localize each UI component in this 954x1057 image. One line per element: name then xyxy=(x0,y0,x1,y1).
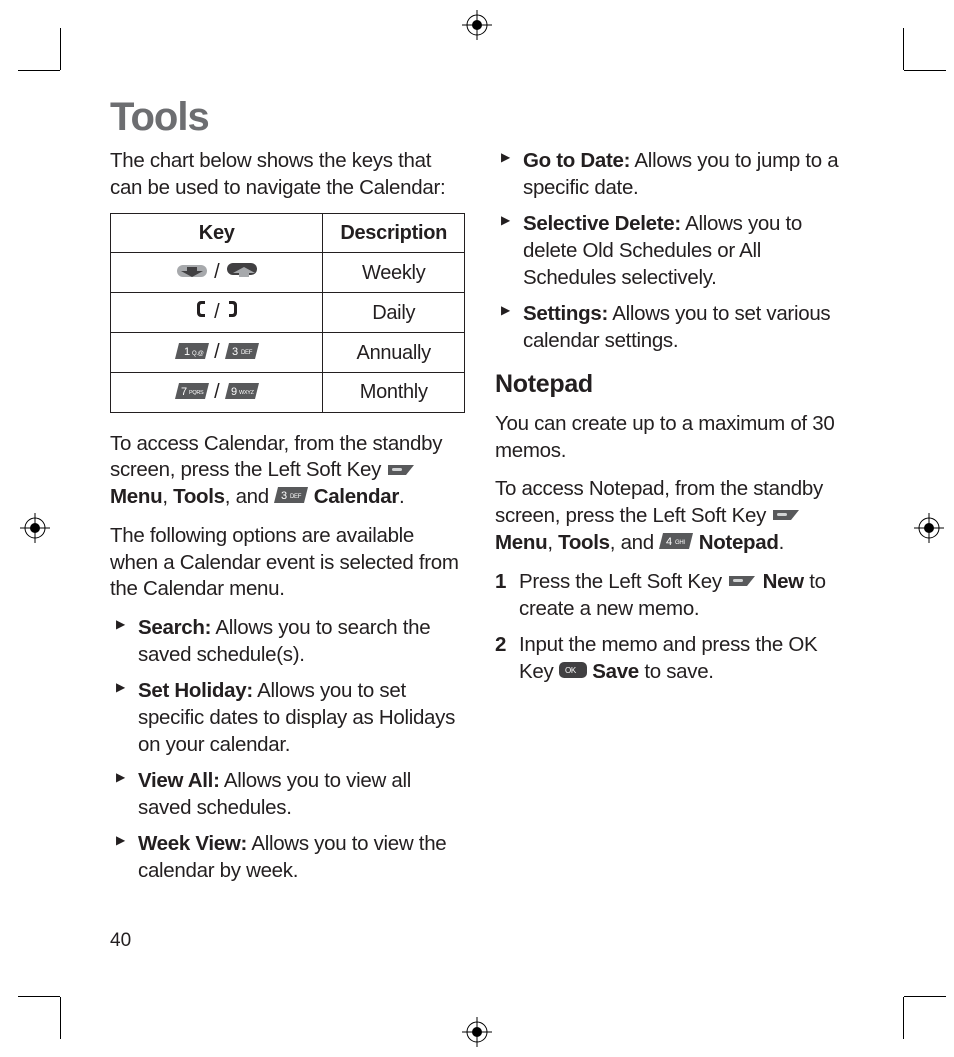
list-item: Search: Allows you to search the saved s… xyxy=(110,615,465,668)
soft-key-icon xyxy=(727,569,757,596)
desc-cell: Annually xyxy=(323,333,465,373)
right-bracket-icon xyxy=(225,299,239,326)
svg-text:Q.@: Q.@ xyxy=(192,351,204,357)
list-item: Week View: Allows you to view the calend… xyxy=(110,831,465,884)
crop-mark xyxy=(903,997,904,1039)
list-item: Selective Delete: Allows you to delete O… xyxy=(495,211,850,291)
key-4-icon: 4GHI xyxy=(659,530,693,557)
key-1-icon: 1Q.@ xyxy=(175,340,209,366)
table-row: 1Q.@ / 3DEF Annually xyxy=(111,333,465,373)
notepad-steps: 1 Press the Left Soft Key New to create … xyxy=(495,569,850,686)
svg-text:DEF: DEF xyxy=(241,350,253,356)
key-3-icon: 3DEF xyxy=(274,484,308,511)
svg-text:PQRS: PQRS xyxy=(189,390,204,396)
svg-text:3: 3 xyxy=(281,490,287,502)
page-content: Tools The chart below shows the keys tha… xyxy=(110,95,850,895)
desc-cell: Daily xyxy=(323,293,465,333)
list-item: 2 Input the memo and press the OK Key OK… xyxy=(495,632,850,686)
svg-text:OK: OK xyxy=(565,666,577,675)
key-cell: 7PQRS / 9WXYZ xyxy=(111,372,323,412)
desc-cell: Monthly xyxy=(323,372,465,412)
svg-text:DEF: DEF xyxy=(290,494,302,500)
table-row: / Weekly xyxy=(111,253,465,293)
svg-text:WXYZ: WXYZ xyxy=(239,390,255,396)
crop-mark xyxy=(904,996,946,997)
crop-mark xyxy=(904,70,946,71)
svg-text:3: 3 xyxy=(232,346,238,358)
table-header-desc: Description xyxy=(323,214,465,253)
registration-mark-right xyxy=(914,513,944,543)
list-item: Settings: Allows you to set various cale… xyxy=(495,301,850,354)
key-cell: / xyxy=(111,253,323,293)
calendar-options-list-cont: Go to Date: Allows you to jump to a spec… xyxy=(495,148,850,354)
registration-mark-top xyxy=(462,10,492,40)
list-item: Set Holiday: Allows you to set specific … xyxy=(110,678,465,758)
desc-cell: Weekly xyxy=(323,253,465,293)
registration-mark-left xyxy=(20,513,50,543)
crop-mark xyxy=(903,28,904,70)
svg-text:GHI: GHI xyxy=(675,540,685,546)
left-bracket-icon xyxy=(195,299,209,326)
send-key-icon xyxy=(175,260,209,286)
svg-text:4: 4 xyxy=(666,536,672,548)
key-table: Key Description / Weekly / xyxy=(110,213,465,412)
soft-key-icon xyxy=(386,458,416,485)
table-header-key: Key xyxy=(111,214,323,253)
crop-mark xyxy=(18,70,60,71)
crop-mark xyxy=(60,28,61,70)
left-column: The chart below shows the keys that can … xyxy=(110,148,465,895)
calendar-options-list: Search: Allows you to search the saved s… xyxy=(110,615,465,885)
notepad-intro: You can create up to a maximum of 30 mem… xyxy=(495,411,850,464)
key-9-icon: 9WXYZ xyxy=(225,380,259,406)
calendar-intro: The chart below shows the keys that can … xyxy=(110,148,465,201)
table-row: / Daily xyxy=(111,293,465,333)
list-item: 1 Press the Left Soft Key New to create … xyxy=(495,569,850,623)
list-item: View All: Allows you to view all saved s… xyxy=(110,768,465,821)
svg-text:7: 7 xyxy=(181,386,187,398)
crop-mark xyxy=(60,997,61,1039)
end-key-icon xyxy=(225,260,259,286)
right-column: Go to Date: Allows you to jump to a spec… xyxy=(495,148,850,895)
ok-key-icon: OK xyxy=(559,659,587,686)
registration-mark-bottom xyxy=(462,1017,492,1047)
list-item: Go to Date: Allows you to jump to a spec… xyxy=(495,148,850,201)
notepad-access-text: To access Notepad, from the standby scre… xyxy=(495,476,850,556)
table-row: 7PQRS / 9WXYZ Monthly xyxy=(111,372,465,412)
key-cell: / xyxy=(111,293,323,333)
notepad-heading: Notepad xyxy=(495,368,850,401)
key-7-icon: 7PQRS xyxy=(175,380,209,406)
key-3-icon: 3DEF xyxy=(225,340,259,366)
page-title: Tools xyxy=(110,95,850,140)
page-number: 40 xyxy=(110,930,131,952)
svg-text:1: 1 xyxy=(184,346,190,358)
calendar-access-text: To access Calendar, from the standby scr… xyxy=(110,431,465,511)
key-cell: 1Q.@ / 3DEF xyxy=(111,333,323,373)
svg-text:9: 9 xyxy=(231,386,237,398)
options-intro: The following options are available when… xyxy=(110,523,465,603)
soft-key-icon xyxy=(771,503,801,530)
crop-mark xyxy=(18,996,60,997)
